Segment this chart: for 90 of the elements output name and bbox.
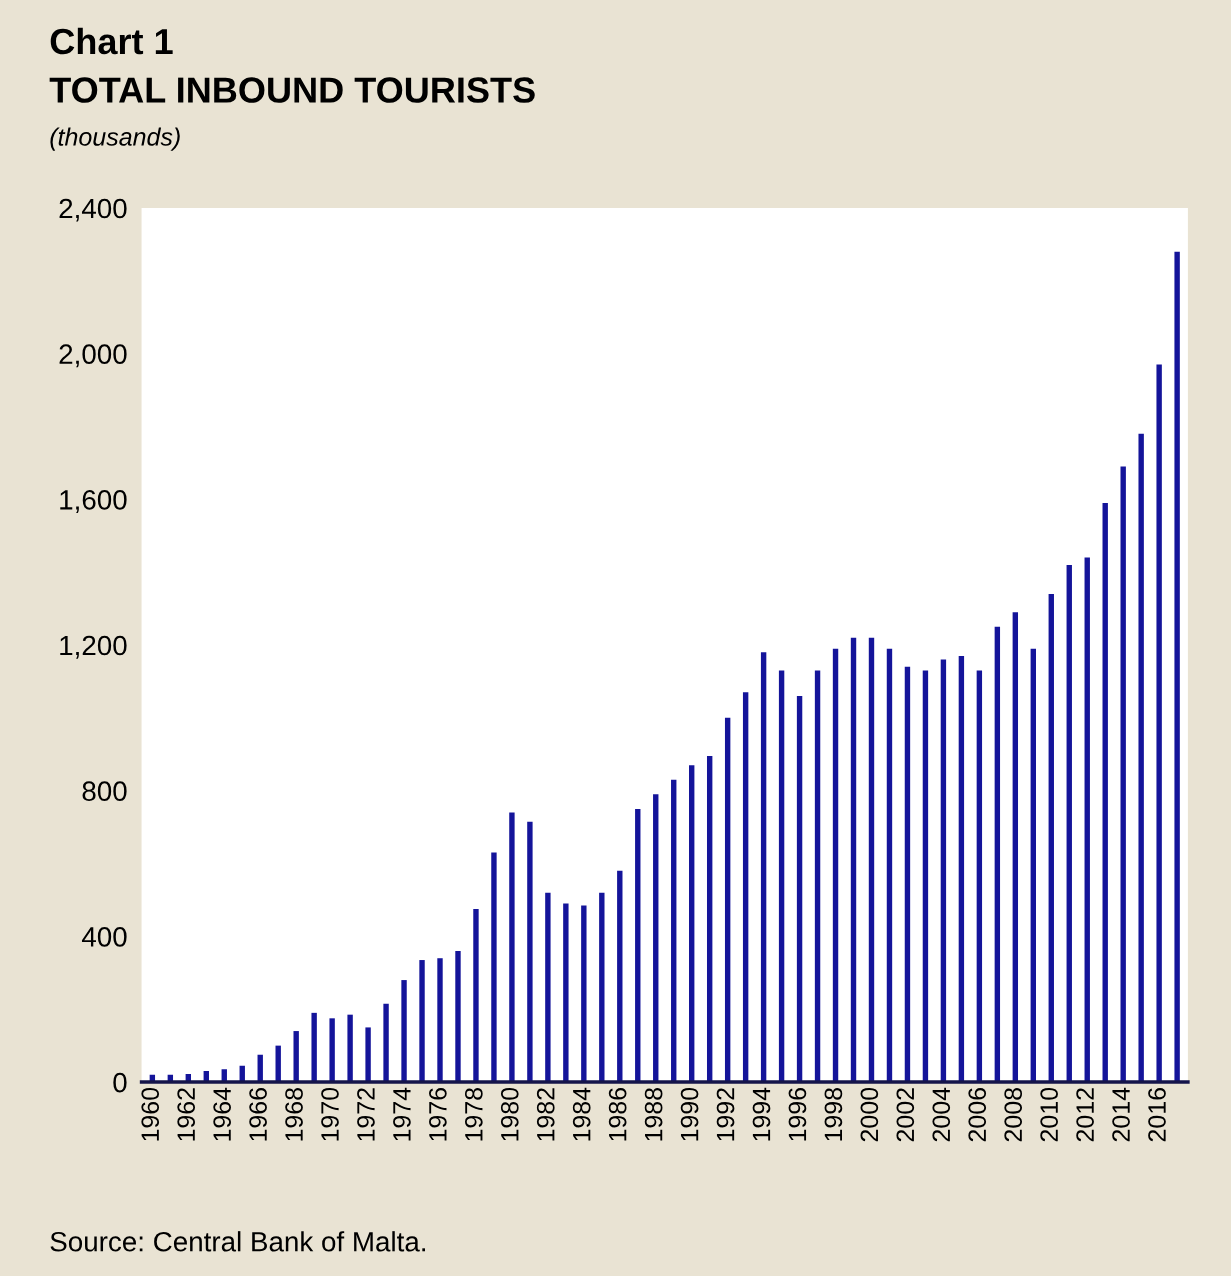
bar [455, 950, 461, 1083]
bar [599, 892, 605, 1083]
bar [796, 696, 803, 1083]
y-tick-label: 2,400 [59, 198, 127, 222]
bar [689, 765, 695, 1083]
bar [832, 648, 839, 1083]
x-tick-label: 2010 [1040, 1087, 1058, 1142]
bar [1048, 594, 1054, 1083]
bar [581, 905, 587, 1083]
bar [1120, 466, 1126, 1083]
x-tick-label: 1996 [788, 1088, 807, 1141]
bar [635, 808, 641, 1083]
x-tick-label: 2012 [1076, 1088, 1094, 1142]
x-tick-label: 1992 [716, 1088, 735, 1141]
x-tick-label: 1964 [213, 1087, 231, 1141]
bar [958, 655, 965, 1083]
x-tick-label: 1978 [464, 1087, 483, 1141]
bar [850, 637, 857, 1083]
x-tick-label: 2002 [896, 1088, 915, 1142]
bar [671, 779, 677, 1083]
x-tick-label: 2006 [968, 1088, 987, 1142]
y-axis-title: (thousands) [50, 127, 180, 151]
bar [886, 648, 893, 1083]
x-tick-label: 1960 [141, 1087, 160, 1141]
bar [868, 637, 875, 1083]
x-tick-label: 1990 [680, 1087, 699, 1141]
x-tick-label: 1962 [177, 1088, 196, 1141]
bar [563, 903, 569, 1083]
chart-title: Chart 1 [50, 27, 173, 55]
bar [347, 1014, 353, 1083]
x-tick-label: 1968 [285, 1087, 303, 1141]
source-note: Source: Central Bank of Malta. [50, 1231, 425, 1252]
bar [1138, 433, 1144, 1083]
y-tick-label: 0 [113, 1072, 127, 1093]
bar [814, 670, 821, 1083]
bar [437, 958, 443, 1083]
x-tick-label: 1998 [824, 1087, 843, 1141]
bar [1012, 612, 1019, 1083]
bar [1066, 564, 1072, 1083]
bar [473, 909, 479, 1083]
bar [940, 659, 947, 1083]
bar [1156, 364, 1162, 1083]
bar [617, 870, 623, 1083]
bar [724, 717, 731, 1083]
x-tick-label: 1980 [500, 1087, 519, 1141]
x-tick-label: 2000 [860, 1087, 879, 1142]
y-tick-label: 1,200 [60, 635, 127, 659]
x-tick-label: 1988 [644, 1087, 663, 1141]
bar [904, 666, 911, 1083]
bar [976, 670, 983, 1083]
x-tick-label: 1986 [608, 1088, 627, 1141]
y-tick-label: 2,000 [59, 344, 127, 368]
bar [293, 1031, 299, 1083]
x-tick-label: 1974 [393, 1087, 411, 1141]
bar [1102, 502, 1108, 1083]
x-tick-label: 1994 [752, 1087, 771, 1141]
bar [760, 652, 767, 1083]
bar [922, 670, 929, 1083]
bar [383, 1003, 389, 1083]
x-tick-label: 1966 [249, 1088, 267, 1141]
bar [1030, 648, 1036, 1083]
x-tick-label: 2008 [1004, 1087, 1023, 1142]
bar [1084, 557, 1090, 1083]
bar [545, 892, 551, 1083]
bar [778, 670, 785, 1083]
x-tick-label: 1984 [572, 1087, 591, 1141]
x-tick-label: 2004 [932, 1087, 951, 1142]
x-tick-label: 1976 [429, 1088, 447, 1141]
x-tick-label: 2016 [1148, 1088, 1166, 1142]
x-tick-label: 2014 [1112, 1087, 1130, 1142]
bar [653, 794, 659, 1083]
bar [329, 1018, 335, 1083]
bar [706, 756, 713, 1083]
y-tick-label: 400 [81, 927, 127, 947]
bar [311, 1012, 317, 1083]
bar [994, 626, 1001, 1083]
bar [509, 812, 515, 1083]
x-tick-label: 1972 [357, 1088, 375, 1141]
chart-subtitle: TOTAL INBOUND TOURISTS [49, 77, 535, 103]
bar [742, 692, 749, 1083]
y-tick-label: 800 [82, 781, 127, 802]
bar [491, 852, 497, 1083]
y-tick-label: 1,600 [60, 490, 127, 513]
bar [1174, 251, 1180, 1083]
bar [401, 980, 407, 1083]
bar [419, 960, 425, 1083]
x-tick-label: 1982 [536, 1088, 555, 1141]
bar [365, 1027, 371, 1083]
bar [527, 821, 533, 1083]
x-tick-label: 1970 [321, 1087, 339, 1141]
